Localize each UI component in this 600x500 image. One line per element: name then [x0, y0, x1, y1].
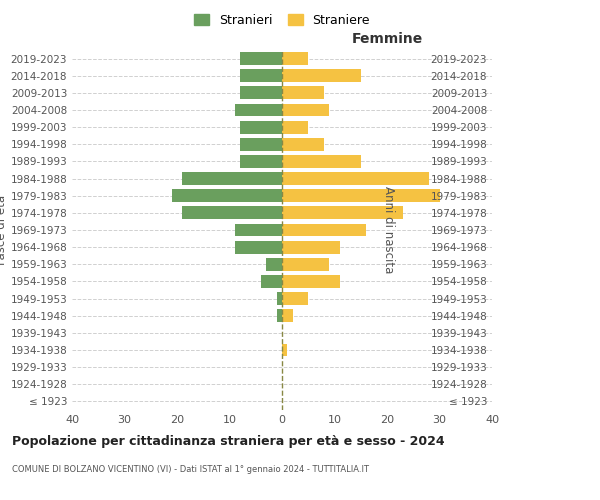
Text: Popolazione per cittadinanza straniera per età e sesso - 2024: Popolazione per cittadinanza straniera p… — [12, 435, 445, 448]
Bar — [282, 344, 287, 356]
Bar — [235, 224, 282, 236]
Bar — [282, 138, 324, 150]
Legend: Stranieri, Straniere: Stranieri, Straniere — [189, 8, 375, 32]
Bar — [240, 86, 282, 100]
Bar — [282, 310, 293, 322]
Bar — [282, 120, 308, 134]
Text: Femmine: Femmine — [352, 32, 422, 46]
Bar — [282, 86, 324, 100]
Bar — [282, 172, 429, 185]
Bar — [240, 120, 282, 134]
Bar — [282, 52, 308, 65]
Bar — [240, 52, 282, 65]
Bar — [282, 206, 403, 220]
Bar — [182, 206, 282, 220]
Bar — [282, 104, 329, 117]
Bar — [282, 190, 439, 202]
Bar — [282, 275, 340, 288]
Bar — [282, 258, 329, 270]
Bar — [277, 310, 282, 322]
Y-axis label: Anni di nascita: Anni di nascita — [382, 186, 395, 274]
Bar — [282, 155, 361, 168]
Y-axis label: Fasce di età: Fasce di età — [0, 195, 8, 265]
Bar — [266, 258, 282, 270]
Bar — [240, 70, 282, 82]
Bar — [235, 104, 282, 117]
Bar — [261, 275, 282, 288]
Bar — [282, 240, 340, 254]
Bar — [172, 190, 282, 202]
Bar — [277, 292, 282, 305]
Text: COMUNE DI BOLZANO VICENTINO (VI) - Dati ISTAT al 1° gennaio 2024 - TUTTITALIA.IT: COMUNE DI BOLZANO VICENTINO (VI) - Dati … — [12, 465, 369, 474]
Bar — [282, 292, 308, 305]
Bar — [282, 224, 366, 236]
Bar — [235, 240, 282, 254]
Bar — [240, 155, 282, 168]
Bar — [282, 70, 361, 82]
Bar — [182, 172, 282, 185]
Bar — [240, 138, 282, 150]
